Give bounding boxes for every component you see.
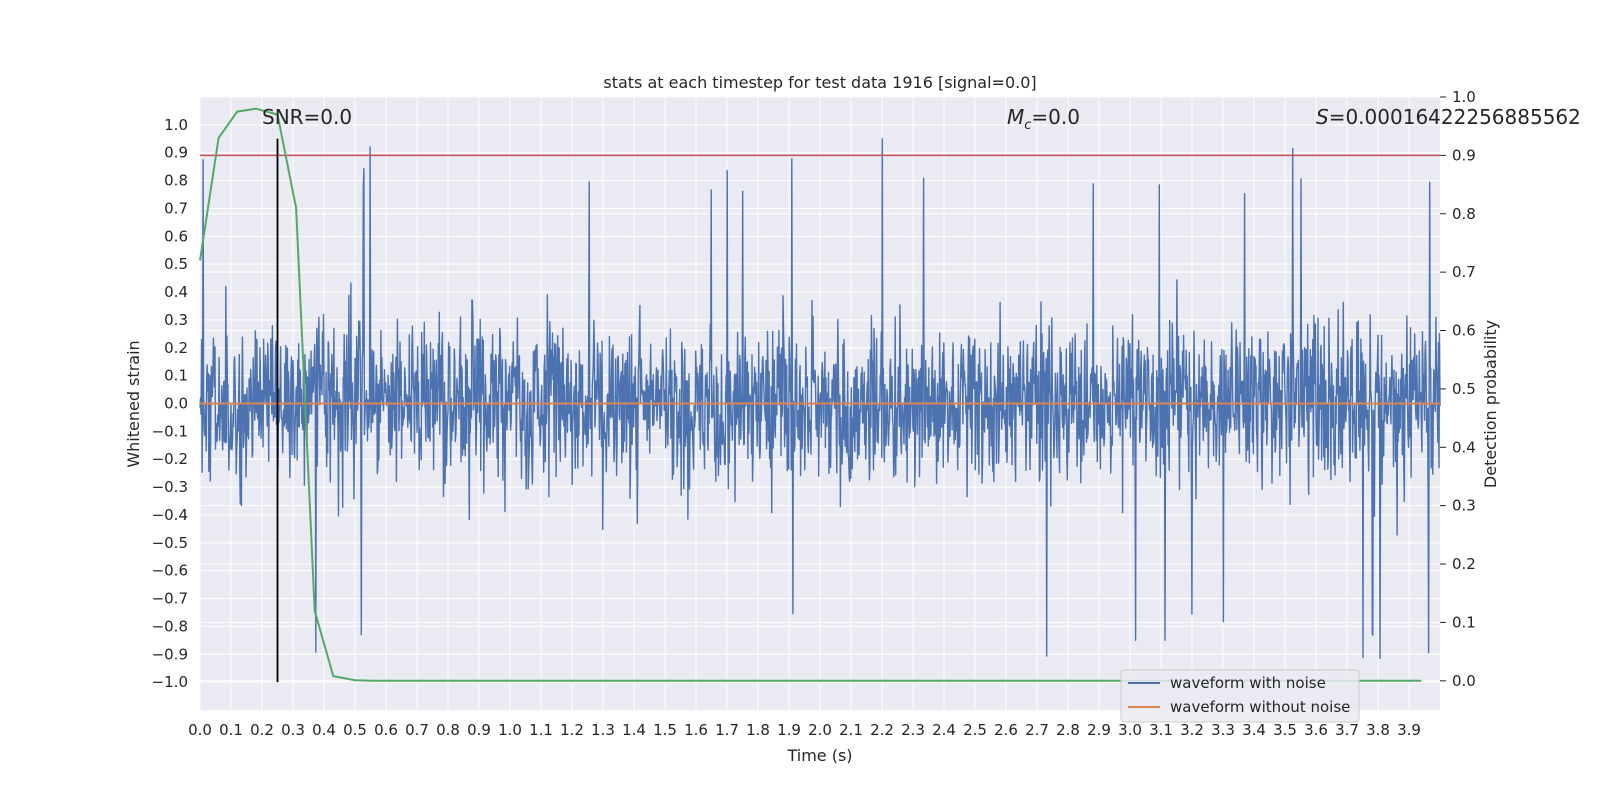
snr-annotation: SNR=0.0 xyxy=(262,105,352,129)
s-symbol: S xyxy=(1316,105,1329,129)
s-value: =0.00016422256885562 xyxy=(1329,105,1581,129)
x-tick-label: 3.3 xyxy=(1211,721,1235,739)
x-tick-label: 0.1 xyxy=(219,721,243,739)
x-tick-label: 1.9 xyxy=(777,721,801,739)
x-axis-label: Time (s) xyxy=(786,746,852,765)
x-tick-label: 3.5 xyxy=(1273,721,1297,739)
x-tick-label: 3.9 xyxy=(1397,721,1421,739)
right-y-tick-label: 1.0 xyxy=(1452,88,1476,106)
chirp-mass-annotation: Mc=0.0 xyxy=(1007,105,1080,133)
left-y-tick-label: −1.0 xyxy=(152,673,188,691)
left-y-tick-label: 0.1 xyxy=(164,367,188,385)
left-y-tick-label: −0.4 xyxy=(152,506,188,524)
x-tick-label: 3.4 xyxy=(1242,721,1266,739)
s-annotation: S=0.00016422256885562 xyxy=(1316,105,1581,129)
legend-label-noise: waveform with noise xyxy=(1170,674,1326,692)
overlay-lines xyxy=(199,107,1440,683)
x-tick-label: 1.2 xyxy=(560,721,584,739)
chirp-mass-subscript: c xyxy=(1024,118,1031,133)
x-tick-label: 3.6 xyxy=(1304,721,1328,739)
x-tick-label: 2.2 xyxy=(870,721,894,739)
left-y-axis-label: Whitened strain xyxy=(124,340,143,467)
left-y-tick-label: 0.7 xyxy=(164,199,188,217)
x-tick-label: 1.6 xyxy=(684,721,708,739)
x-tick-label: 1.8 xyxy=(746,721,770,739)
x-tick-label: 2.1 xyxy=(839,721,863,739)
left-y-axis-ticks: 1.0 0.9 0.8 0.7 0.6 0.5 0.4 0.3 0.2 0.1 0.0 −0.1 −0.… xyxy=(152,116,188,691)
legend-box xyxy=(1120,669,1360,723)
x-tick-label: 2.0 xyxy=(808,721,832,739)
x-tick-label: 1.1 xyxy=(529,721,553,739)
x-tick-label: 3.1 xyxy=(1149,721,1173,739)
left-y-tick-label: 0.8 xyxy=(164,172,188,190)
left-y-tick-label: −0.1 xyxy=(152,422,188,440)
chirp-mass-symbol: M xyxy=(1007,105,1024,129)
x-tick-label: 1.0 xyxy=(498,721,522,739)
waveform-with-noise-line xyxy=(199,138,1441,659)
legend-label-clean: waveform without noise xyxy=(1170,698,1350,716)
right-y-tick-label: 0.7 xyxy=(1452,263,1476,281)
left-y-tick-label: −0.7 xyxy=(152,590,188,608)
left-y-tick-label: 0.4 xyxy=(164,283,188,301)
x-tick-label: 1.7 xyxy=(715,721,739,739)
x-tick-label: 3.0 xyxy=(1118,721,1142,739)
right-y-tick-label: 0.0 xyxy=(1452,672,1476,690)
x-tick-label: 0.0 xyxy=(188,721,212,739)
x-tick-label: 0.7 xyxy=(405,721,429,739)
right-y-tick-label: 0.5 xyxy=(1452,380,1476,398)
x-tick-label: 0.2 xyxy=(250,721,274,739)
x-tick-label: 2.3 xyxy=(901,721,925,739)
x-tick-label: 2.9 xyxy=(1087,721,1111,739)
right-y-tick-label: 0.1 xyxy=(1452,613,1476,631)
right-y-tick-label: 0.9 xyxy=(1452,146,1476,164)
x-tick-label: 2.6 xyxy=(994,721,1018,739)
x-tick-label: 0.4 xyxy=(312,721,336,739)
x-tick-label: 0.9 xyxy=(467,721,491,739)
left-y-tick-label: 0.3 xyxy=(164,311,188,329)
left-y-tick-label: 0.0 xyxy=(164,395,188,413)
left-y-tick-label: −0.3 xyxy=(152,478,188,496)
right-y-axis-ticks: 1.0 0.9 0.8 0.7 0.6 0.5 0.4 0.3 0.2 0.1 0.0 xyxy=(1440,88,1476,690)
chart-title: stats at each timestep for test data 191… xyxy=(603,73,1036,92)
right-y-axis-label: Detection probability xyxy=(1481,320,1500,488)
x-tick-label: 1.3 xyxy=(591,721,615,739)
x-tick-label: 0.3 xyxy=(281,721,305,739)
left-y-tick-label: −0.8 xyxy=(152,617,188,635)
x-tick-label: 2.4 xyxy=(932,721,956,739)
x-tick-label: 0.8 xyxy=(436,721,460,739)
detection-probability-line xyxy=(199,107,1422,682)
x-tick-label: 2.8 xyxy=(1056,721,1080,739)
x-tick-label: 2.7 xyxy=(1025,721,1049,739)
left-y-tick-label: −0.5 xyxy=(152,534,188,552)
right-y-tick-label: 0.4 xyxy=(1452,438,1476,456)
left-y-tick-label: 0.6 xyxy=(164,227,188,245)
x-tick-label: 1.5 xyxy=(653,721,677,739)
left-y-tick-label: 0.2 xyxy=(164,339,188,357)
x-tick-label: 1.4 xyxy=(622,721,646,739)
x-tick-label: 3.2 xyxy=(1180,721,1204,739)
left-y-tick-label: 0.9 xyxy=(164,144,188,162)
x-axis-ticks: 0.0 0.1 0.2 0.3 0.4 0.5 0.6 0.7 0.8 0.9 1.0 1.1 1.2 1… xyxy=(188,721,1421,739)
x-tick-label: 2.5 xyxy=(963,721,987,739)
left-y-tick-label: 1.0 xyxy=(164,116,188,134)
left-y-tick-label: 0.5 xyxy=(164,255,188,273)
right-y-tick-label: 0.2 xyxy=(1452,555,1476,573)
left-y-tick-label: −0.9 xyxy=(152,645,188,663)
right-y-tick-label: 0.3 xyxy=(1452,497,1476,515)
x-tick-label: 0.5 xyxy=(343,721,367,739)
right-y-tick-label: 0.6 xyxy=(1452,322,1476,340)
left-y-tick-label: −0.2 xyxy=(152,450,188,468)
left-y-tick-label: −0.6 xyxy=(152,562,188,580)
x-tick-label: 3.7 xyxy=(1335,721,1359,739)
noisy-waveform-series xyxy=(199,138,1441,659)
x-tick-label: 3.8 xyxy=(1366,721,1390,739)
chirp-mass-value: =0.0 xyxy=(1031,105,1080,129)
legend: waveform with noise waveform without noi… xyxy=(1120,669,1360,723)
right-y-tick-label: 0.8 xyxy=(1452,205,1476,223)
x-tick-label: 0.6 xyxy=(374,721,398,739)
